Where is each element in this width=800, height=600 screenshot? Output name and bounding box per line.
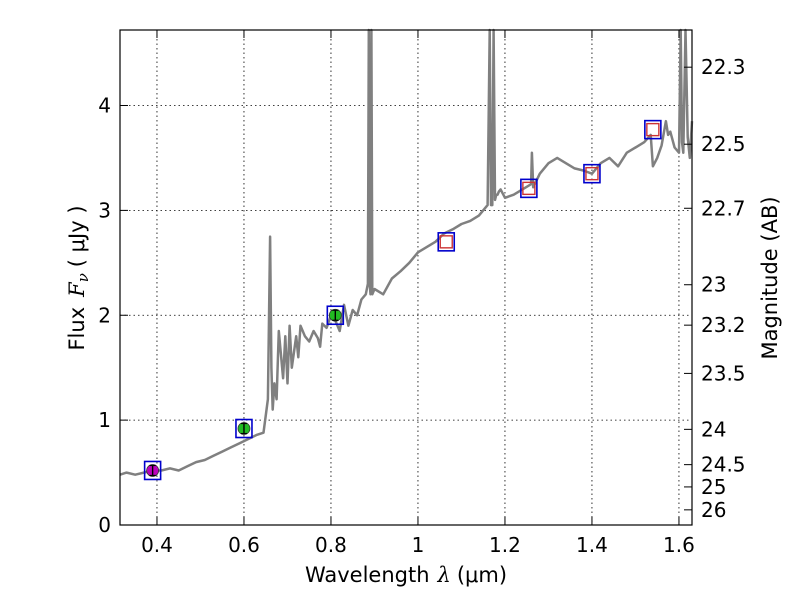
plot-frame <box>119 29 693 526</box>
x-axis-label-text: Wavelength <box>305 563 430 587</box>
x-tick-label: 1.2 <box>489 533 521 557</box>
y2-tick-label: 24.5 <box>701 453 746 477</box>
photometry-point-4 <box>522 181 536 196</box>
y2-tick-label: 22.7 <box>701 196 746 220</box>
y-axis-label-text: Flux <box>65 307 89 351</box>
model-square-2 <box>326 305 345 326</box>
model-square-1 <box>235 418 253 439</box>
spectrum-series <box>119 28 694 476</box>
y2-tick-label: 23.2 <box>701 313 746 337</box>
y2-tick-label: 24 <box>701 417 726 441</box>
x-tick-label: 0.4 <box>141 533 173 557</box>
y2-tick-label: 22.5 <box>701 132 746 156</box>
photometry-points <box>143 119 662 481</box>
y-axis-label: Flux Fν ( μJy ) <box>65 205 92 350</box>
y2-tick-label: 23 <box>701 273 726 297</box>
y-tick-label: 3 <box>98 198 111 222</box>
series-line-0 <box>119 28 694 476</box>
grid-lines <box>120 30 692 526</box>
y-axis-label-symbol: F <box>65 281 89 298</box>
model-square-3 <box>437 232 456 252</box>
model-square-6 <box>644 119 662 140</box>
x-tick-label: 0.8 <box>315 533 347 557</box>
y2-axis-label: Magnitude (AB) <box>758 196 782 359</box>
model-square-4 <box>520 178 538 199</box>
x-axis-label-unit: (μm) <box>457 563 507 587</box>
y2-tick-label: 25 <box>701 475 726 499</box>
x-tick-label: 0.6 <box>228 533 260 557</box>
photometry-point-6 <box>646 122 660 137</box>
photometry-point-3 <box>439 235 453 249</box>
model-square-5 <box>583 163 601 184</box>
y-tick-label: 1 <box>98 408 111 432</box>
x-tick-label: 1.6 <box>663 533 695 557</box>
y2-tick-label: 26 <box>701 498 726 522</box>
y-tick-label: 0 <box>98 513 111 537</box>
x-axis-label: Wavelength λ (μm) <box>305 563 507 587</box>
x-tick-label: 1 <box>412 533 425 557</box>
photometry-point-5 <box>585 166 599 181</box>
y-axis-label-unit: ( μJy ) <box>65 205 89 267</box>
y-axis-label-subscript: ν <box>74 273 92 282</box>
y2-tick-label: 22.3 <box>701 55 746 79</box>
model-square-0 <box>143 460 162 481</box>
x-axis-label-symbol: λ <box>437 563 451 587</box>
y-tick-label: 4 <box>98 94 111 118</box>
x-tick-label: 1.4 <box>576 533 608 557</box>
y2-tick-label: 23.5 <box>701 361 746 385</box>
axis-ticks: 0.4 0.6 0.8 1 1.2 1.4 1.60123422.322.522.72323… <box>98 30 746 557</box>
y-tick-label: 2 <box>98 303 111 327</box>
